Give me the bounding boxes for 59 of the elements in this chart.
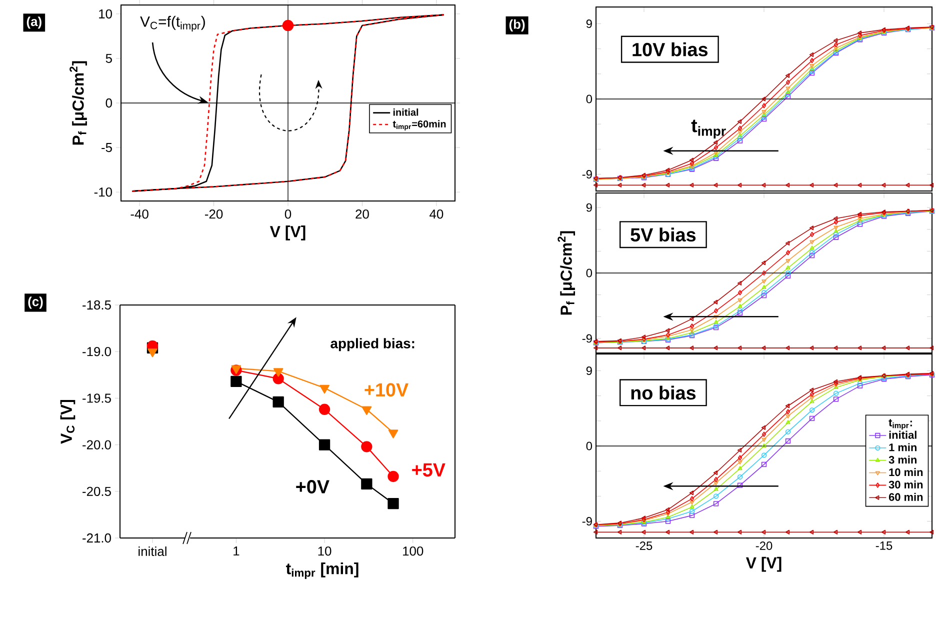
x-tick-label: -20 xyxy=(204,210,223,219)
annotation: 10V bias xyxy=(632,42,708,56)
legend-title: t$_{impr}$: xyxy=(888,419,912,430)
x-tick-label: 40 xyxy=(430,210,444,219)
x-tick-label: 10 xyxy=(318,546,332,556)
annotation: 5V bias xyxy=(630,228,696,242)
legend-label: initial xyxy=(889,430,916,439)
legend-label: 1 min xyxy=(889,443,916,452)
y-tick-label: 0 xyxy=(586,94,592,104)
x-tick-label: -20 xyxy=(756,542,772,550)
y-tick-label: -9 xyxy=(582,334,592,343)
x-axis-title: V [V] xyxy=(746,556,782,572)
y-tick-label: -10 xyxy=(94,188,112,197)
y-tick-label: -21.0 xyxy=(82,533,111,543)
text: (b) xyxy=(509,19,525,32)
text: (c) xyxy=(28,296,43,309)
legend-label: 10 min xyxy=(889,468,923,476)
annotation: V$_{C}$=f(t$_{impr}$) xyxy=(140,16,205,32)
y-tick-label: 5 xyxy=(106,54,112,63)
y-tick-label: 9 xyxy=(586,366,592,375)
series-label: +5V xyxy=(412,463,446,477)
y-tick-label: 9 xyxy=(586,203,592,212)
y-tick-label: -9 xyxy=(582,170,592,178)
x-axis-title: t$_{impr}$ [min] xyxy=(286,562,358,579)
x-tick-label: -15 xyxy=(876,542,892,550)
x-tick-label: -40 xyxy=(130,210,148,219)
legend-label: initial xyxy=(393,108,418,116)
y-axis-title: P$_{f}$ [μC/cm$^{2}$] xyxy=(558,231,576,315)
y-tick-label: -20.0 xyxy=(82,440,111,450)
y-tick-label: -19.0 xyxy=(82,347,111,356)
series-label: +0V xyxy=(296,480,330,494)
y-tick-label: -9 xyxy=(582,517,592,526)
y-tick-label: -20.5 xyxy=(82,486,111,496)
x-tick-label: 20 xyxy=(356,210,369,219)
y-tick-label: 10 xyxy=(99,9,112,18)
y-tick-label: 0 xyxy=(106,98,112,108)
legend-label: t$_{impr}$=60min xyxy=(392,120,446,130)
annotation: no bias xyxy=(631,386,696,400)
y-tick-label: 0 xyxy=(586,442,592,450)
y-tick-label: 0 xyxy=(586,268,592,278)
x-tick-label: 100 xyxy=(403,546,424,556)
y-tick-label: -5 xyxy=(102,143,112,152)
y-tick-label: 9 xyxy=(586,20,592,28)
legend-label: 30 min xyxy=(888,480,923,489)
x-tick-label: 0 xyxy=(284,210,292,219)
y-tick-label: -19.5 xyxy=(82,394,111,403)
annotation: applied bias: xyxy=(330,338,414,352)
annotation: t$_{impr}$ xyxy=(691,120,726,138)
series-label: +10V xyxy=(364,383,408,397)
y-axis-title: P$_{f}$ [μC/cm$^{2}$] xyxy=(70,61,87,145)
x-axis-title: V [V] xyxy=(270,226,306,240)
x-tick-label: 1 xyxy=(234,546,240,556)
text: (a) xyxy=(26,16,42,29)
y-tick-label: -18.5 xyxy=(82,300,111,310)
legend-label: 60 min xyxy=(888,492,923,501)
legend-label: 3 min xyxy=(888,456,916,464)
x-tick-label: initial xyxy=(138,546,166,556)
y-axis-title: V$_{C}$ [V] xyxy=(60,400,76,444)
x-tick-label: -25 xyxy=(636,542,652,550)
